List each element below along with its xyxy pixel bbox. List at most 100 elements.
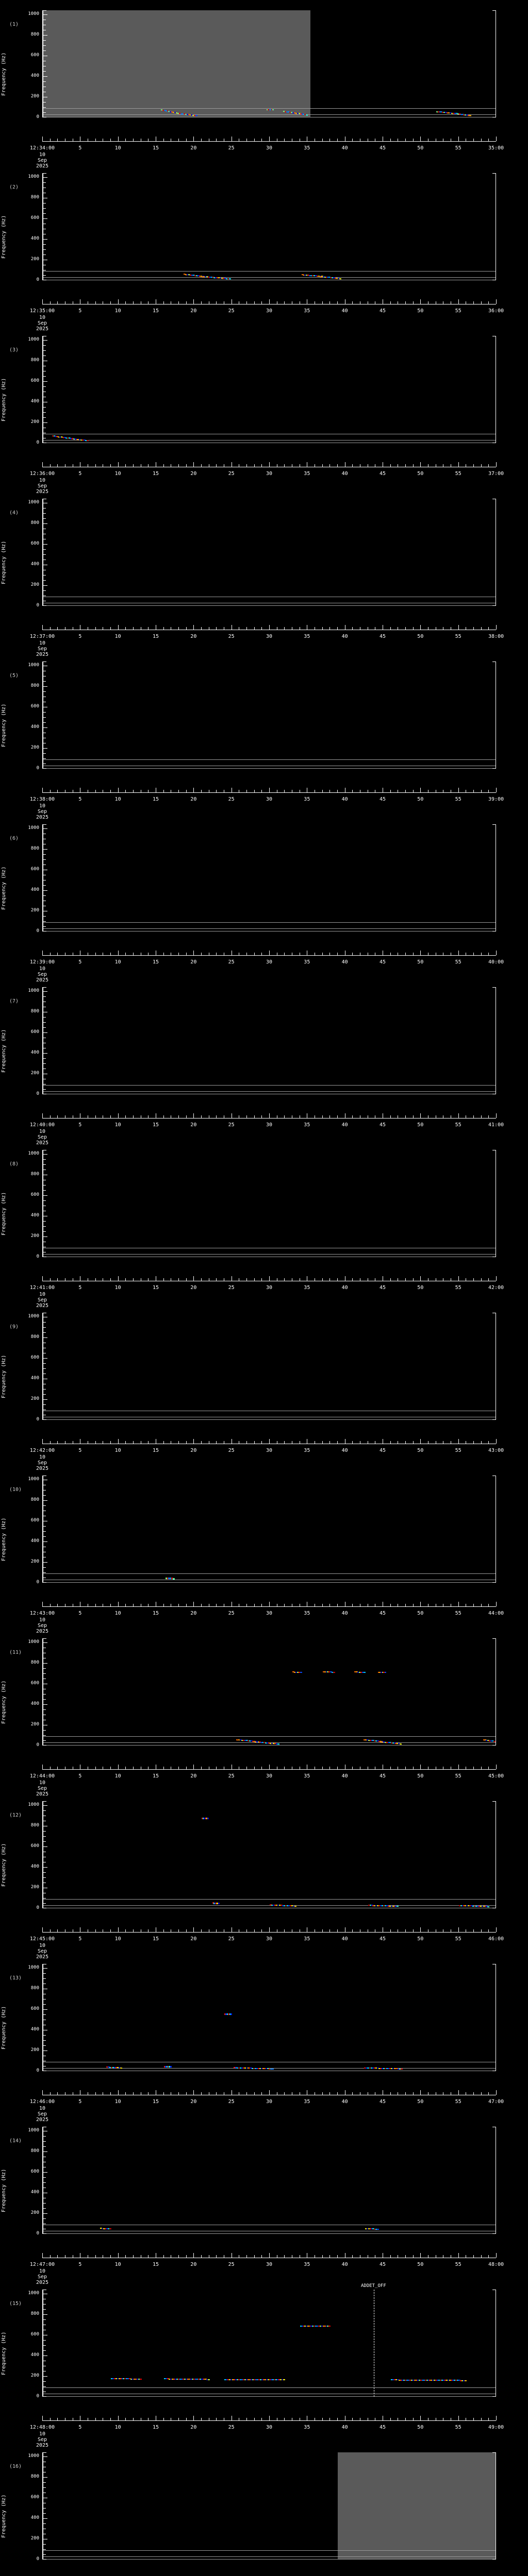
x-tick-minor — [329, 1441, 330, 1444]
spectrogram-panel[interactable]: (9) Frequency (Hz) 0 200 400 600 800 1000 12:42:… — [0, 1313, 528, 1476]
x-tick-minor — [329, 1278, 330, 1281]
axis-date-line: 10 — [39, 478, 46, 483]
x-tick-major — [193, 951, 194, 955]
plot-area[interactable] — [42, 1638, 496, 1745]
plot-area[interactable] — [42, 1313, 496, 1420]
x-tick-label: 50 — [417, 2099, 424, 2105]
x-tick-minor — [178, 1929, 179, 1932]
y-tick-major — [43, 1337, 47, 1338]
x-tick-minor — [216, 1929, 217, 1932]
y-tick-major — [43, 2477, 47, 2478]
x-tick-label: 45 — [379, 1936, 386, 1942]
plot-area[interactable] — [42, 499, 496, 606]
x-tick-minor — [95, 1441, 96, 1444]
x-tick-label: 45 — [379, 634, 386, 639]
x-axis-line — [42, 1927, 497, 1933]
spectrogram-panel[interactable]: (7) Frequency (Hz) 0 200 400 600 800 1000 12:40:… — [0, 987, 528, 1150]
spectrogram-panel[interactable]: (3) Frequency (Hz) 0 200 400 600 800 1000 12:36:… — [0, 336, 528, 499]
y-tick-minor — [43, 1159, 46, 1160]
y-tick-minor — [43, 859, 46, 860]
spectrogram-panel[interactable]: (13) Frequency (Hz) 0 200 400 600 800 1000 12:46… — [0, 1964, 528, 2127]
x-tick-label: 20 — [190, 308, 197, 314]
y-tick-minor — [43, 2309, 46, 2310]
x-tick-label: 15 — [152, 1611, 159, 1616]
x-tick-major — [193, 1765, 194, 1769]
spectrogram-panel[interactable]: (8) Frequency (Hz) 0 200 400 600 800 1000 12:41:… — [0, 1150, 528, 1313]
x-tick-minor — [337, 1115, 338, 1118]
x-tick-major — [193, 1927, 194, 1932]
y-tick-minor — [43, 407, 46, 408]
plot-area[interactable] — [42, 1476, 496, 1583]
grid-line — [43, 114, 496, 115]
plot-area[interactable] — [42, 987, 496, 1094]
x-tick-label: 25 — [228, 959, 235, 965]
x-tick-minor — [125, 1604, 126, 1606]
spectrogram-panel[interactable]: (2) Frequency (Hz) 0 200 400 600 800 1000 12:35:… — [0, 173, 528, 336]
y-tick-major — [43, 1500, 47, 1501]
x-tick-minor — [322, 2418, 323, 2420]
x-tick-minor — [481, 2418, 482, 2420]
x-start-time-label: 12:46:00 — [29, 2099, 55, 2105]
y-tick-major — [43, 76, 47, 77]
y-tick-minor — [43, 1495, 46, 1496]
y-tick-minor — [43, 2208, 46, 2209]
spectrogram-panel[interactable]: (10) Frequency (Hz) 0 200 400 600 800 1000 12:43… — [0, 1476, 528, 1638]
x-tick-minor — [488, 2092, 489, 2095]
plot-area[interactable] — [42, 1150, 496, 1257]
x-tick-minor — [201, 2418, 202, 2420]
x-tick-minor — [246, 953, 247, 955]
spectrogram-panel[interactable]: (11) Frequency (Hz) 0 200 400 600 800 1000 12:44… — [0, 1638, 528, 1801]
panel-index-label: (1) — [9, 22, 19, 27]
spectrogram-panel[interactable]: (16)Frequency (Hz)0200400600800100012:49… — [0, 2452, 528, 2576]
x-start-time-label: 12:42:00 — [29, 1448, 55, 1453]
spectrogram-panel[interactable]: (12) Frequency (Hz) 0 200 400 600 800 1000 12:45… — [0, 1801, 528, 1964]
x-tick-minor — [178, 627, 179, 630]
x-start-time-label: 12:41:00 — [29, 1285, 55, 1291]
axis-date-line: 2025 — [36, 815, 49, 820]
y-tick-minor — [43, 1164, 46, 1165]
spectrogram-panel[interactable]: (1) Frequency (Hz) 0 200 400 600 800 1000 12:34:… — [0, 10, 528, 173]
y-tick-label: 400 — [30, 887, 39, 892]
y-tick-label: 0 — [36, 928, 39, 934]
plot-area[interactable] — [42, 1801, 496, 1908]
x-tick-label: 55 — [455, 308, 461, 314]
x-tick-label: 15 — [152, 959, 159, 965]
spectrogram-panel[interactable]: (14) Frequency (Hz) 0 200 400 600 800 1000 12:47… — [0, 2127, 528, 2290]
y-tick-label: 800 — [30, 846, 39, 851]
spectrogram-panel[interactable]: (4) Frequency (Hz) 0 200 400 600 800 1000 12:37:… — [0, 499, 528, 662]
x-tick-minor — [329, 1115, 330, 1118]
spectrogram-trace-segment — [487, 1906, 490, 1907]
plot-area[interactable] — [42, 2290, 496, 2397]
x-tick-minor — [57, 1767, 58, 1769]
x-tick-major — [269, 1439, 270, 1444]
x-tick-major — [42, 951, 43, 955]
plot-area[interactable] — [42, 824, 496, 931]
plot-area[interactable] — [42, 2127, 496, 2234]
x-tick-label: 35 — [304, 1936, 310, 1942]
plot-area[interactable] — [42, 662, 496, 769]
axis-date-line: Sep — [37, 320, 47, 326]
plot-area[interactable] — [42, 173, 496, 280]
x-end-time-label: 47:00 — [488, 2099, 504, 2105]
x-tick-minor — [110, 1278, 111, 1281]
spectrogram-panel[interactable]: (6) Frequency (Hz) 0 200 400 600 800 1000 12:39:… — [0, 824, 528, 987]
plot-area[interactable] — [42, 10, 496, 117]
x-tick-major — [269, 1602, 270, 1606]
y-tick-minor — [43, 1027, 46, 1028]
x-tick-label: 20 — [190, 1448, 197, 1453]
x-tick-minor — [178, 790, 179, 792]
x-tick-label: 55 — [455, 634, 461, 639]
plot-area[interactable] — [42, 1964, 496, 2071]
y-tick-major — [43, 14, 47, 15]
y-tick-minor — [43, 1735, 46, 1736]
spectrogram-panel[interactable]: (5) Frequency (Hz) 0 200 400 600 800 1000 12:38:… — [0, 662, 528, 824]
spectrogram-panel[interactable]: (15) Frequency (Hz) ADDET_OFF 0 200 400 600 800… — [0, 2283, 528, 2452]
x-tick-minor — [110, 301, 111, 304]
grid-line — [43, 2068, 496, 2069]
plot-area[interactable] — [42, 336, 496, 443]
x-tick-minor — [337, 1278, 338, 1281]
y-tick-label: 400 — [30, 1864, 39, 1869]
x-tick-label: 55 — [455, 1936, 461, 1942]
x-tick-major — [496, 1927, 497, 1932]
plot-area[interactable] — [42, 2452, 496, 2560]
